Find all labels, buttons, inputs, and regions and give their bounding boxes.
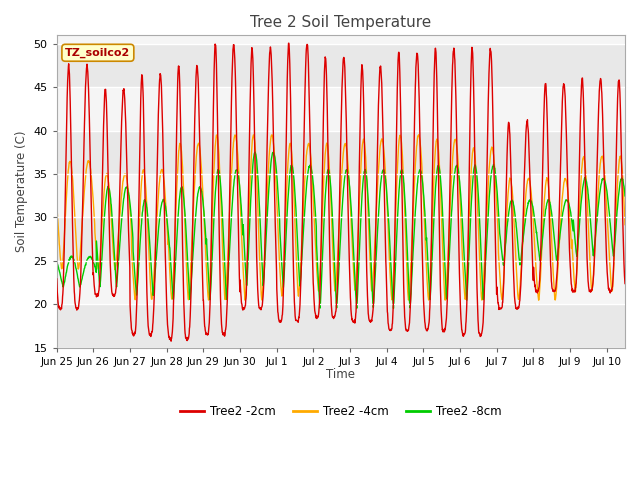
Y-axis label: Soil Temperature (C): Soil Temperature (C) [15, 131, 28, 252]
Bar [57, 44, 625, 87]
Text: TZ_soilco2: TZ_soilco2 [65, 48, 131, 58]
Title: Tree 2 Soil Temperature: Tree 2 Soil Temperature [250, 15, 431, 30]
X-axis label: Time: Time [326, 368, 355, 381]
Legend: Tree2 -2cm, Tree2 -4cm, Tree2 -8cm: Tree2 -2cm, Tree2 -4cm, Tree2 -8cm [175, 400, 506, 423]
Bar [57, 131, 625, 174]
Bar [57, 217, 625, 261]
Bar [57, 304, 625, 348]
